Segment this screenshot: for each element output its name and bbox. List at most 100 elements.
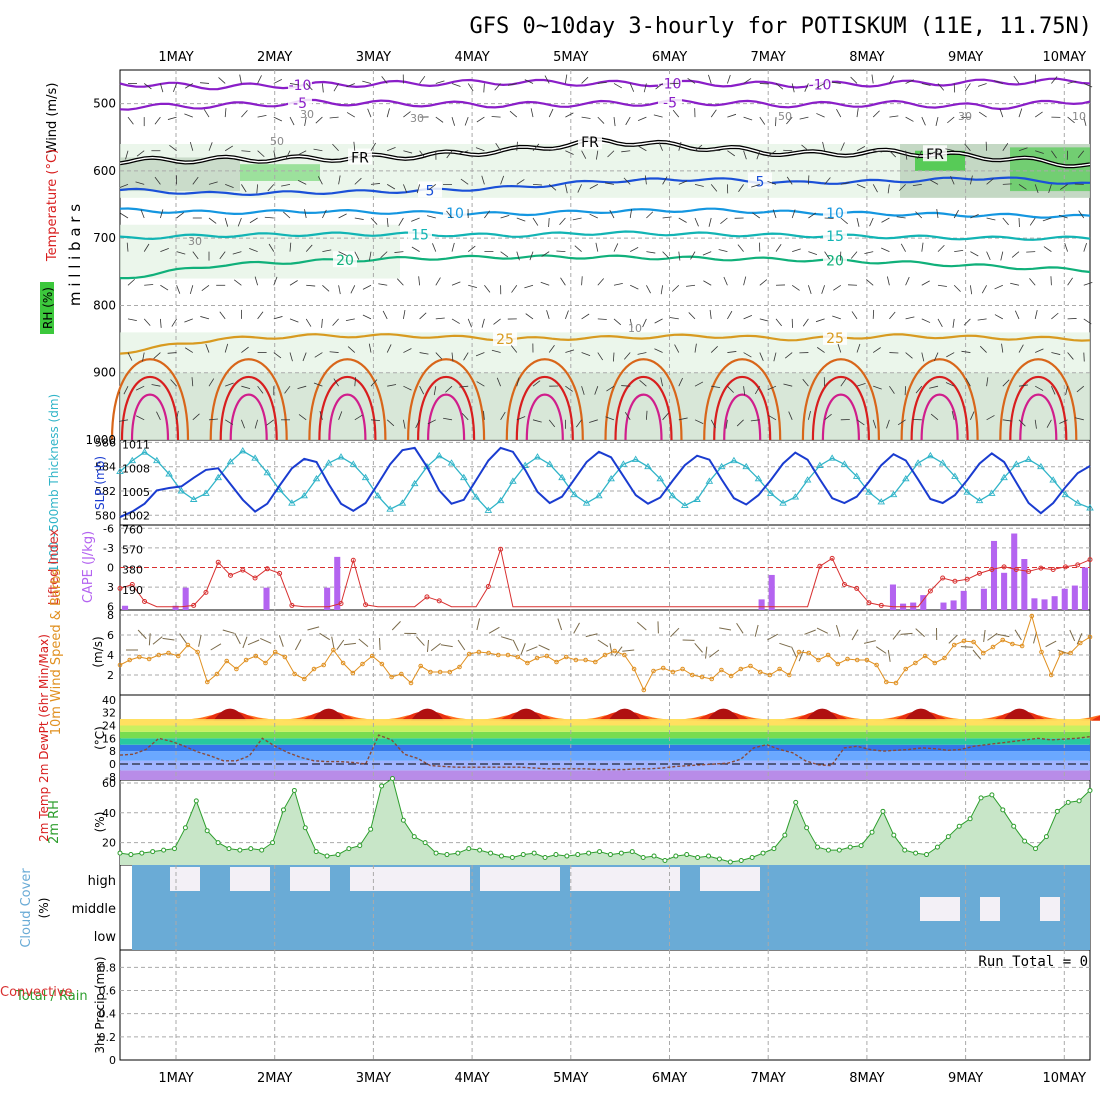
wind-barb — [420, 313, 427, 319]
wind-barb — [368, 109, 371, 117]
wind-barb — [383, 311, 387, 319]
wind-barb — [870, 218, 874, 226]
surface-wind-barb — [416, 637, 424, 646]
rh-contour-label: 10 — [628, 322, 642, 335]
wind-barb — [857, 108, 858, 117]
rh-point — [696, 856, 700, 860]
wind-barb — [836, 109, 840, 117]
wind-barb — [387, 108, 389, 117]
wind-barb — [517, 218, 525, 221]
rh-point — [445, 853, 449, 857]
precip-unit-label: 3hr Precip (mm) — [93, 956, 107, 1053]
temperature-contour-label: 15 — [411, 227, 429, 243]
wind-barb — [953, 319, 954, 328]
surface-wind-barb — [961, 647, 973, 648]
wind-barb — [1019, 109, 1022, 118]
precip-tick-label: 0 — [109, 1054, 116, 1067]
wind-barb — [565, 113, 573, 117]
surface-wind-barb — [598, 640, 608, 647]
rh-point — [336, 853, 340, 857]
surface-wind-barb — [558, 619, 562, 630]
wind-barb — [646, 212, 652, 218]
x-tick-top: 7MAY — [751, 50, 786, 65]
x-tick-bottom: 7MAY — [751, 1071, 786, 1086]
wind-barb — [1014, 76, 1019, 83]
temperature-contour-label: 25 — [826, 331, 844, 347]
cloud-gap-high — [350, 867, 470, 891]
cape-bar — [1072, 586, 1078, 610]
rh-point — [249, 847, 253, 851]
rh-point — [903, 848, 907, 852]
surface-wind-barb — [574, 623, 580, 633]
cloud-gap-middle — [920, 897, 960, 921]
surface-wind-barb — [622, 650, 634, 651]
wind-barb — [333, 319, 339, 326]
rh-point — [183, 826, 187, 830]
cloud-layer-label: low — [94, 930, 117, 945]
surface-wind-barb — [888, 650, 890, 662]
rh-point — [761, 851, 765, 855]
wind-barb — [646, 252, 655, 253]
surface-wind-barb — [279, 635, 283, 646]
cape-bar — [961, 591, 967, 610]
x-tick-bottom: 6MAY — [652, 1071, 687, 1086]
wind-barb — [160, 285, 168, 290]
rh-contour-label: 30 — [958, 110, 972, 123]
surface-wind-barb — [804, 630, 815, 634]
rh-point — [423, 841, 427, 845]
wind-barb — [792, 285, 799, 290]
surface-wind-barb — [458, 640, 465, 650]
wind-barb — [679, 218, 687, 223]
wind-barb — [887, 277, 889, 286]
surface-wind-barb — [199, 635, 201, 647]
wind-barb — [661, 285, 662, 294]
wind-barb — [419, 276, 420, 285]
cape-bar — [1001, 573, 1007, 610]
rh-point — [369, 827, 373, 831]
wind-barb — [436, 278, 441, 286]
cape-bar — [940, 603, 946, 610]
cape-tick-label: 760 — [122, 523, 143, 536]
wind-barb — [964, 319, 970, 325]
temperature-contour — [120, 79, 1090, 90]
wind-barb — [1084, 282, 1093, 285]
slp-tick-label: 1005 — [122, 486, 150, 499]
surface-wind-barb — [526, 647, 537, 651]
wind-barb — [938, 319, 942, 327]
wind-barb — [144, 284, 153, 285]
cloud-gap-middle — [1040, 897, 1060, 921]
wind-barb — [630, 285, 638, 289]
slp-axis-label: SLP (mb) — [93, 456, 107, 510]
rh-point — [750, 856, 754, 860]
rh-point — [456, 851, 460, 855]
rh-unit-label: (%) — [93, 812, 107, 833]
wind-barb — [703, 252, 711, 256]
wind-barb — [339, 285, 341, 294]
wind-barb — [776, 319, 782, 326]
wind-barb — [128, 319, 137, 321]
wind-barb — [560, 278, 565, 286]
rh-area-light — [120, 779, 1090, 866]
surface-wind-barb — [248, 640, 259, 645]
rh-point — [859, 844, 863, 848]
x-tick-top: 5MAY — [553, 50, 588, 65]
wind-tick-label: 8 — [107, 609, 114, 622]
lifted-index-tick-label: -6 — [103, 522, 114, 535]
wind-barb — [614, 83, 622, 88]
wind-barb — [220, 312, 225, 319]
surface-wind-barb — [308, 627, 320, 630]
rh-point — [826, 848, 830, 852]
rh-point — [674, 854, 678, 858]
cape-tick-label: 380 — [122, 564, 143, 577]
rh-point — [554, 853, 558, 857]
rh-point — [957, 824, 961, 828]
rh-point — [390, 777, 394, 781]
surface-wind-barb — [489, 627, 499, 633]
temperature-hot-shape — [214, 709, 247, 721]
wind-barb — [1010, 283, 1019, 285]
rh-point — [630, 850, 634, 854]
surface-wind-barb — [392, 621, 400, 630]
wind-barb — [922, 319, 930, 323]
wind-barb — [250, 218, 258, 223]
